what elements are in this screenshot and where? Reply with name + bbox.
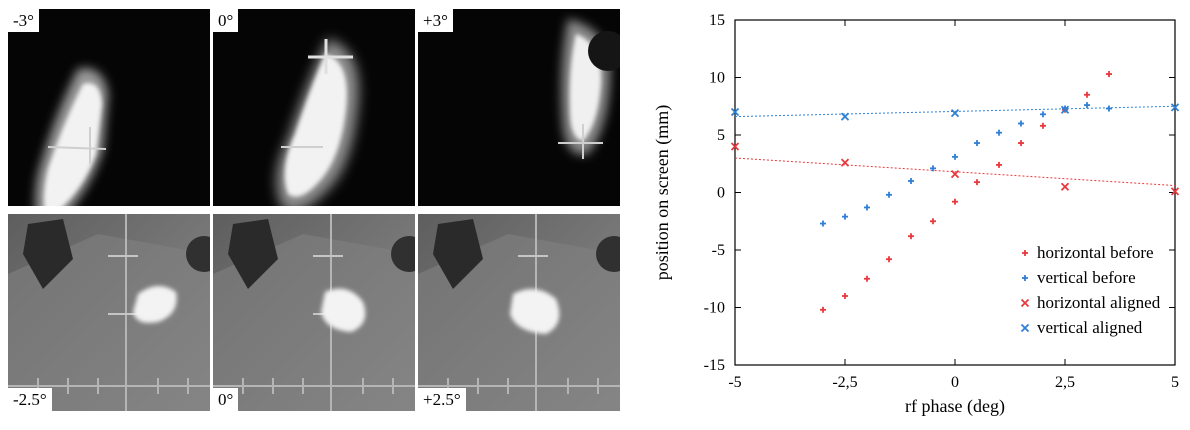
x-tick-label: 5 [1171,374,1179,391]
x-tick-label: 2,5 [1055,374,1075,391]
screen-image-bottom-3 [418,214,620,411]
panel-label: +3° [418,9,453,32]
data-point [1060,182,1070,191]
data-point [1040,122,1046,129]
image-panel-bottom-1: -2.5° [8,214,210,411]
image-panel-bottom-2: 0° [213,214,415,411]
screen-image-bottom-1 [8,214,210,411]
beam-image-top-1 [35,68,108,206]
data-point [1106,71,1112,78]
legend-marker [1022,275,1028,281]
panel-label: 0° [213,9,239,32]
data-point [1084,91,1090,98]
beam-image-top-2 [276,39,359,206]
legend-label: vertical before [1037,268,1136,287]
y-tick-label: 0 [717,185,725,202]
y-tick-label: 10 [709,70,725,87]
data-point [950,109,960,118]
image-panel-bottom-3: +2.5° [418,214,620,411]
data-point [1170,187,1180,196]
data-point [1060,105,1070,114]
screen-image-bottom-2 [213,214,415,411]
panel-label: -3° [8,9,39,32]
x-tick-label: 0 [951,374,959,391]
data-point [974,140,980,147]
data-point [864,275,870,282]
fit-line [734,105,1176,118]
panel-label: +2.5° [418,388,466,411]
data-point [996,161,1002,168]
panel-label: 0° [213,388,239,411]
data-point [1040,111,1046,118]
data-point [820,306,826,313]
fit-line [734,157,1176,187]
data-point [1106,105,1112,112]
data-point [1018,120,1024,127]
data-point [974,179,980,186]
data-point [1170,103,1180,112]
chart-svg: -15 -10 -5 0 5 10 15 -5 -2,5 0 2,5 5 rf phase (deg) p… [652,12,1180,417]
data-point [840,112,850,121]
data-point [952,198,958,205]
data-point [908,233,914,240]
data-point [840,158,850,167]
x-axis-label: rf phase (deg) [905,396,1005,417]
data-point [950,169,960,179]
image-panel-top-2: 0° [213,9,415,206]
beam-image-top-3 [558,19,620,159]
data-point [930,218,936,225]
data-point [886,191,892,198]
data-point [842,293,848,299]
data-point [886,256,892,263]
legend-label: horizontal before [1037,243,1154,262]
y-tick-label: -10 [704,300,725,317]
y-tick-label: 15 [709,12,725,29]
data-point [1084,102,1090,109]
scatter-chart: -15 -10 -5 0 5 10 15 -5 -2,5 0 2,5 5 rf phase (deg) p… [630,0,1190,425]
x-tick-label: -5 [728,374,741,391]
y-tick-label: -15 [704,357,725,374]
x-tick-label: -2,5 [832,374,857,391]
panel-label: -2.5° [8,388,52,411]
legend-marker [1020,323,1030,333]
data-point [930,165,936,172]
y-tick-label: 5 [717,127,725,144]
legend-marker [1020,298,1030,308]
data-point [908,178,914,184]
data-point [952,153,958,160]
legend-label: vertical aligned [1037,318,1143,337]
data-point [1018,140,1024,147]
data-point [820,220,826,227]
legend-marker [1022,250,1028,256]
data-point [842,213,848,220]
data-point [864,204,870,211]
image-panel-top-1: -3° [8,9,210,206]
image-panel-top-3: +3° [418,9,620,206]
data-point [730,107,740,117]
data-point [730,142,740,151]
legend-label: horizontal aligned [1037,293,1161,312]
data-point [996,129,1002,136]
y-axis-label: position on screen (mm) [652,105,673,280]
y-tick-label: -5 [712,242,725,259]
